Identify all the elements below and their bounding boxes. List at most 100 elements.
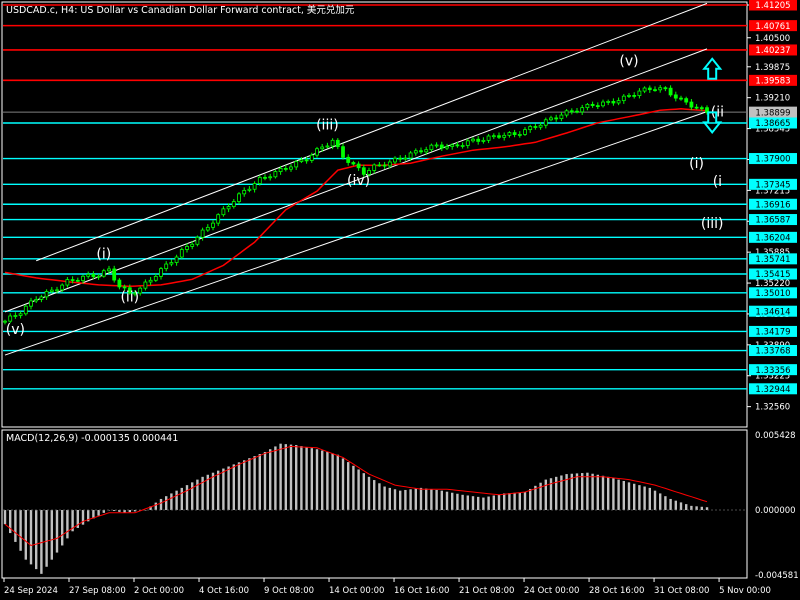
- candle-body: [81, 275, 85, 281]
- macd-bar: [575, 473, 579, 510]
- candle-body: [174, 256, 179, 263]
- candle-body: [616, 100, 621, 104]
- candle-body: [517, 134, 522, 136]
- candle-body: [148, 279, 153, 283]
- candle-body: [486, 135, 491, 141]
- candle-body: [356, 163, 361, 169]
- macd-bar: [607, 476, 610, 510]
- candle-body: [159, 268, 163, 277]
- candle-body: [39, 296, 44, 300]
- macd-bar: [393, 489, 397, 510]
- macd-bar: [336, 454, 339, 510]
- macd-bar: [222, 468, 225, 510]
- price-panel-frame: [1, 1, 748, 428]
- candle-body: [309, 154, 314, 161]
- macd-bar: [497, 494, 501, 510]
- macd-bar: [549, 478, 553, 510]
- macd-bar: [201, 476, 204, 510]
- macd-bar: [237, 462, 241, 510]
- macd-bar: [175, 490, 178, 510]
- wave-label: (i: [713, 174, 722, 190]
- time-axis-tick-label: 21 Oct 08:00: [459, 586, 514, 596]
- candle-body: [283, 167, 288, 170]
- macd-bar: [399, 490, 402, 510]
- macd-bar: [612, 478, 615, 510]
- macd-bar: [388, 487, 391, 510]
- macd-bar: [284, 444, 287, 510]
- macd-bar: [341, 458, 345, 510]
- macd-bar: [81, 510, 85, 525]
- moving-average: [4, 108, 708, 288]
- macd-bar: [404, 489, 407, 510]
- candle-body: [653, 89, 657, 92]
- price-axis-tick-label: 1.39210: [755, 94, 790, 104]
- candle-body: [601, 101, 605, 107]
- macd-bar: [133, 510, 137, 512]
- macd-bar: [362, 473, 365, 510]
- candle-body: [205, 226, 210, 231]
- price-axis: 1.412051.405001.398751.392101.385451.378…: [747, 0, 797, 413]
- macd-bar: [352, 465, 355, 510]
- wave-label: (ii): [120, 290, 139, 306]
- macd-bar: [159, 498, 163, 510]
- candle-body: [575, 110, 579, 113]
- macd-bar: [191, 482, 194, 510]
- candle-body: [226, 206, 231, 210]
- macd-bar: [414, 488, 417, 510]
- time-axis-tick-label: 28 Oct 16:00: [589, 586, 644, 596]
- candle-body: [679, 97, 683, 100]
- candle-body: [361, 167, 366, 175]
- macd-bar: [102, 510, 105, 513]
- candle-body: [611, 101, 616, 104]
- arrow-down-icon: [702, 111, 723, 134]
- price-level-tag: [749, 231, 797, 243]
- candle-body: [658, 87, 663, 91]
- price-axis-tick-label: 1.39875: [755, 63, 790, 73]
- candle-body: [403, 157, 408, 160]
- macd-label: MACD(12,26,9) -0.000135 0.000441: [6, 433, 178, 444]
- macd-bar: [170, 493, 173, 510]
- candle-body: [424, 149, 429, 153]
- wave-label: (ii: [711, 105, 724, 121]
- price-level-tag-label: 1.37900: [755, 155, 790, 165]
- candle-body: [273, 171, 278, 178]
- time-axis-tick-label: 24 Oct 00:00: [524, 586, 579, 596]
- macd-bar: [425, 488, 428, 510]
- price-level-tag: [749, 345, 797, 357]
- price-level-tag-label: 1.33356: [755, 366, 790, 376]
- price-level-tag-label: 1.36587: [755, 216, 790, 226]
- candle-body: [60, 284, 65, 291]
- macd-bar: [456, 493, 459, 510]
- candle-body: [29, 300, 33, 307]
- price-level-tag-label: 1.37345: [755, 181, 790, 191]
- price-axis-tick-label: 1.33225: [755, 372, 790, 382]
- candle-body: [439, 144, 444, 149]
- candle-body: [528, 126, 533, 131]
- macd-bar: [622, 480, 625, 510]
- candle-body: [595, 105, 600, 107]
- macd-bar: [347, 462, 350, 510]
- candle-body: [351, 162, 356, 165]
- candle-body: [247, 188, 252, 191]
- price-level-tag: [749, 364, 797, 376]
- macd-bar: [66, 510, 69, 539]
- candle-body: [559, 114, 564, 120]
- macd-bar: [544, 479, 547, 510]
- macd-bar: [419, 487, 423, 510]
- candle-body: [200, 229, 205, 238]
- macd-bar: [586, 472, 589, 510]
- candle-body: [179, 249, 184, 258]
- macd-bar: [305, 447, 308, 510]
- macd-bar: [555, 476, 558, 510]
- candle-body: [512, 132, 517, 135]
- macd-bar: [633, 483, 636, 510]
- macd-bar: [409, 489, 412, 510]
- moving-average-line: [4, 108, 708, 288]
- macd-bar: [92, 510, 95, 519]
- candle-body: [491, 135, 496, 138]
- candle-body: [367, 170, 371, 175]
- time-axis-tick-label: 31 Oct 08:00: [654, 586, 709, 596]
- candle-body: [75, 279, 80, 282]
- wave-label: (i): [689, 156, 704, 172]
- price-level-tag-label: 1.40761: [755, 22, 790, 32]
